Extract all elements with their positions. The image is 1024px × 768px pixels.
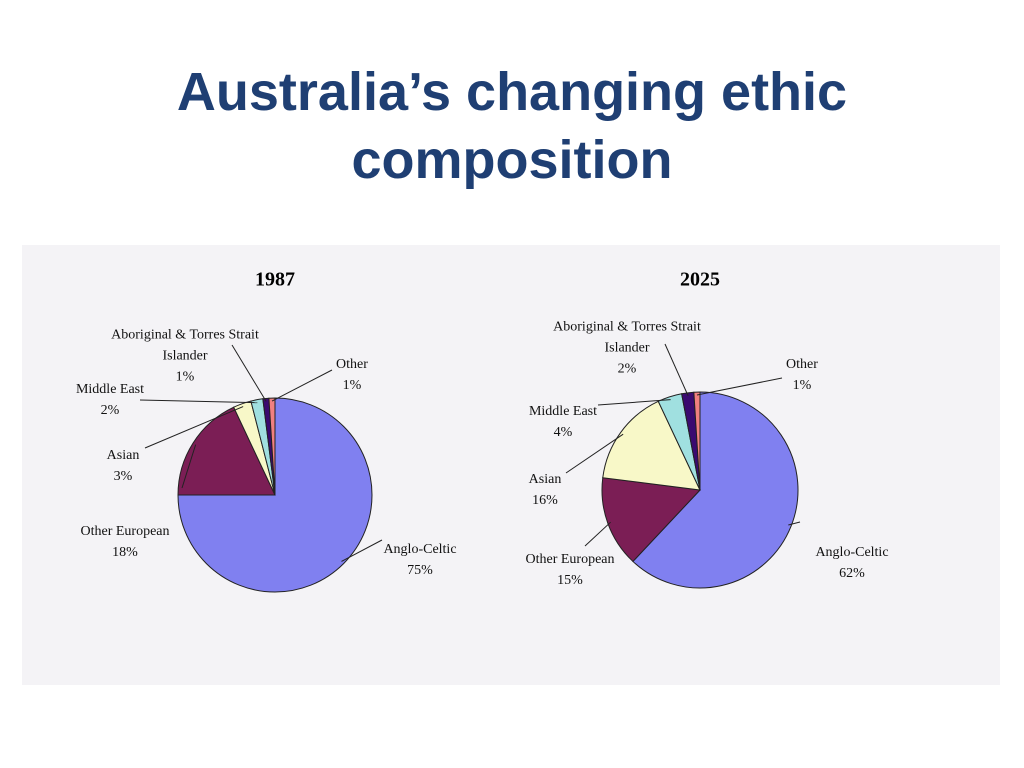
pie-title: 2025 <box>680 269 720 291</box>
leader-line <box>139 399 258 404</box>
slice-label: Aboriginal & Torres Strait Islander 1% <box>110 325 260 388</box>
value-label: 1% <box>792 378 812 393</box>
pie-slice <box>177 406 276 496</box>
slice-label: Anglo-Celtic 75% <box>345 539 495 581</box>
leader-line <box>341 539 383 562</box>
slice-label: Other 1% <box>277 354 427 396</box>
pie-title: 1987 <box>255 269 295 291</box>
value-label: 18% <box>112 545 138 560</box>
category-label: Other European <box>525 552 615 567</box>
pie-slice <box>632 391 799 589</box>
category-label: Anglo-Celtic <box>383 542 457 557</box>
slice-label: Other European 15% <box>495 549 645 591</box>
pie-slice <box>268 397 276 496</box>
category-label: Aboriginal & Torres Strait Islander <box>553 319 701 356</box>
value-label: 75% <box>407 563 433 578</box>
category-label: Middle East <box>75 382 145 397</box>
leader-line <box>144 406 244 449</box>
category-label: Aboriginal & Torres Strait Islander <box>111 327 259 364</box>
slice-label: Asian 16% <box>470 469 620 511</box>
slice-label: Anglo-Celtic 62% <box>777 542 927 584</box>
leader-line <box>788 521 801 526</box>
category-label: Anglo-Celtic <box>815 545 889 560</box>
slice-label: Aboriginal & Torres Strait Islander 2% <box>552 317 702 380</box>
value-label: 15% <box>557 573 583 588</box>
value-label: 1% <box>342 378 362 393</box>
value-label: 2% <box>100 403 120 418</box>
leader-line <box>584 521 611 547</box>
category-label: Middle East <box>528 404 598 419</box>
pie-slice <box>177 397 373 593</box>
pie-slice <box>602 400 701 491</box>
leader-line <box>231 344 267 402</box>
leader-line <box>597 399 671 406</box>
pie-slice <box>693 391 701 491</box>
value-label: 4% <box>553 425 573 440</box>
category-label: Asian <box>106 448 140 463</box>
slice-label: Asian 3% <box>48 445 198 487</box>
value-label: 3% <box>113 469 133 484</box>
pie-slice <box>601 477 702 563</box>
value-label: 62% <box>839 566 865 581</box>
category-label: Other <box>336 357 368 372</box>
leader-line <box>565 433 624 474</box>
category-label: Asian <box>528 472 562 487</box>
slice-label: Middle East 2% <box>35 379 185 421</box>
category-label: Other <box>786 357 818 372</box>
leader-line <box>664 343 689 396</box>
value-label: 16% <box>532 493 558 508</box>
category-label: Other European <box>80 524 170 539</box>
slice-label: Other 1% <box>727 354 877 396</box>
leader-line <box>181 444 197 489</box>
slice-label: Other European 18% <box>50 521 200 563</box>
value-label: 1% <box>175 369 195 385</box>
leader-line <box>696 377 783 396</box>
slide-title: Australia’s changing ethic composition <box>176 62 848 190</box>
slice-label: Middle East 4% <box>488 401 638 443</box>
value-label: 2% <box>617 361 637 377</box>
leader-line <box>271 369 333 402</box>
